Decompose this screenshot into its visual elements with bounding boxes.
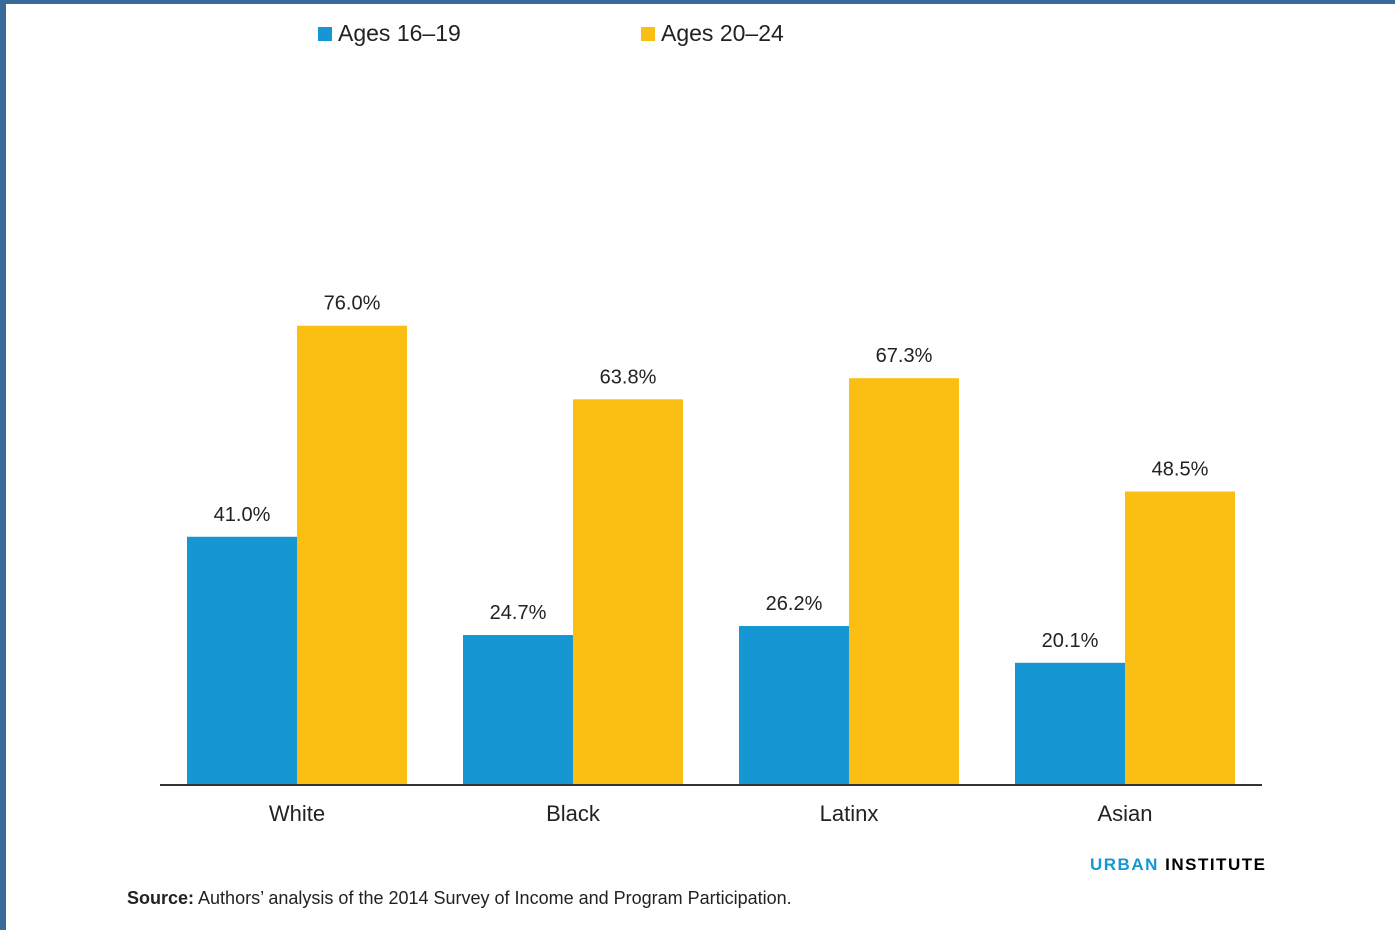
category-label-latinx: Latinx bbox=[820, 801, 879, 826]
bar-white-ages-20-24 bbox=[297, 325, 407, 784]
bar-latinx-ages-20-24 bbox=[849, 378, 959, 784]
source-note: Source: Authors’ analysis of the 2014 Su… bbox=[127, 888, 792, 909]
value-label-asian-ages-16-19: 20.1% bbox=[1042, 630, 1099, 652]
source-prefix: Source: bbox=[127, 888, 195, 908]
value-label-latinx-ages-16-19: 26.2% bbox=[766, 593, 823, 615]
bar-black-ages-16-19 bbox=[463, 635, 573, 784]
value-label-black-ages-16-19: 24.7% bbox=[490, 602, 547, 624]
legend-swatch-ages-16-19 bbox=[318, 26, 332, 41]
value-label-latinx-ages-20-24: 67.3% bbox=[876, 345, 933, 367]
bar-asian-ages-20-24 bbox=[1125, 491, 1235, 784]
urban-institute-logo: URBAN INSTITUTE bbox=[1090, 855, 1266, 875]
brand-part-urban: URBAN bbox=[1090, 855, 1159, 874]
category-label-asian: Asian bbox=[1097, 801, 1152, 826]
chart-legend: Ages 16–19 Ages 20–24 bbox=[0, 20, 1395, 50]
bar-latinx-ages-16-19 bbox=[739, 626, 849, 784]
legend-label-ages-16-19: Ages 16–19 bbox=[338, 20, 461, 46]
category-label-white: White bbox=[269, 801, 325, 826]
left-border bbox=[0, 0, 6, 930]
value-label-asian-ages-20-24: 48.5% bbox=[1152, 459, 1209, 481]
bar-white-ages-16-19 bbox=[187, 536, 297, 784]
legend-item-ages-20-24: Ages 20–24 bbox=[641, 20, 784, 47]
legend-label-ages-20-24: Ages 20–24 bbox=[661, 20, 784, 46]
category-label-black: Black bbox=[546, 801, 601, 826]
top-border bbox=[0, 0, 1395, 4]
value-label-black-ages-20-24: 63.8% bbox=[600, 366, 657, 388]
legend-swatch-ages-20-24 bbox=[641, 26, 655, 41]
value-label-white-ages-20-24: 76.0% bbox=[324, 293, 381, 315]
bar-asian-ages-16-19 bbox=[1015, 662, 1125, 784]
legend-item-ages-16-19: Ages 16–19 bbox=[318, 20, 461, 47]
value-label-white-ages-16-19: 41.0% bbox=[214, 504, 271, 526]
source-text: Authors’ analysis of the 2014 Survey of … bbox=[194, 888, 792, 908]
brand-part-institute: INSTITUTE bbox=[1158, 855, 1267, 874]
bar-black-ages-20-24 bbox=[573, 399, 683, 784]
